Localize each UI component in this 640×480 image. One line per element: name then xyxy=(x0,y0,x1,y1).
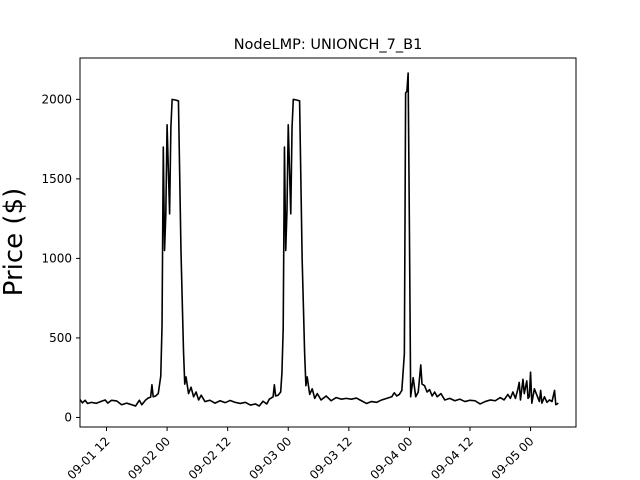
x-axis-ticks: 09-01 12 09-02 00 09-02 12 09-03 00 09-03 12… xyxy=(65,427,537,480)
y-axis-label: Price ($) xyxy=(0,188,29,297)
y-tick-label: 2000 xyxy=(41,92,72,106)
y-tick-label: 1500 xyxy=(41,172,72,186)
y-tick-label: 1000 xyxy=(41,251,72,265)
x-tick-label: 09-03 00 xyxy=(246,434,294,480)
price-series-line xyxy=(79,72,559,407)
y-tick-label: 0 xyxy=(64,410,72,424)
x-tick-label: 09-02 12 xyxy=(186,434,234,480)
x-tick-label: 09-04 12 xyxy=(428,434,476,480)
y-tick-label: 500 xyxy=(49,331,72,345)
x-tick-label: 09-04 00 xyxy=(367,434,415,480)
x-tick-label: 09-01 12 xyxy=(65,434,113,480)
x-tick-label: 09-02 00 xyxy=(125,434,173,480)
plot-area-frame xyxy=(79,57,577,428)
chart-title: NodeLMP: UNIONCH_7_B1 xyxy=(234,37,423,53)
x-tick-label: 09-03 12 xyxy=(307,434,355,480)
y-axis-ticks: 0 500 1000 1500 2000 xyxy=(41,92,80,424)
x-tick-label: 09-05 00 xyxy=(489,434,537,480)
series-layer xyxy=(79,72,559,407)
